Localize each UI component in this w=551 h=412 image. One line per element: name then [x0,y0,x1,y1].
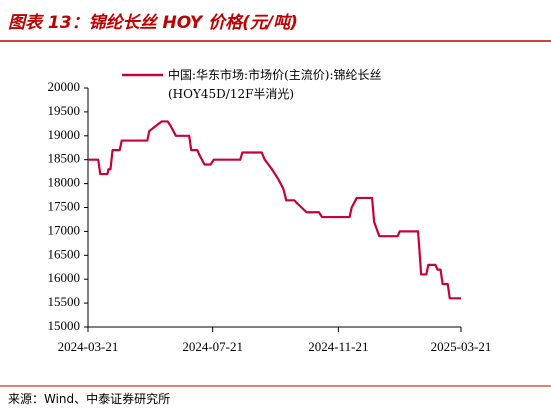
y-tick-label: 18500 [48,151,81,166]
y-tick-label: 16000 [48,270,81,285]
y-tick-label: 19000 [48,127,81,142]
x-tick-label: 2024-03-21 [58,339,119,354]
source-note: 来源：Wind、中泰证券研究所 [8,392,171,406]
x-tick-label: 2024-11-21 [308,339,368,354]
x-tick-label: 2025-03-21 [431,339,492,354]
y-tick-label: 16500 [48,246,81,261]
chart-title: 图表 13：锦纶长丝 HOY 价格(元/吨) [8,13,298,33]
y-tick-label: 17000 [48,222,81,237]
data-line [88,120,461,300]
x-tick-label: 2024-07-21 [182,339,243,354]
y-tick-label: 20000 [48,79,81,94]
y-tick-label: 18000 [48,175,81,190]
legend-entry: 中国:华东市场:市场价(主流价):锦纶长丝(HOY45D/12F半消光) [168,68,382,101]
y-tick-label: 19500 [48,103,81,118]
y-tick-label: 15500 [48,294,81,309]
y-tick-label: 15000 [48,318,81,333]
y-tick-label: 17500 [48,198,81,213]
